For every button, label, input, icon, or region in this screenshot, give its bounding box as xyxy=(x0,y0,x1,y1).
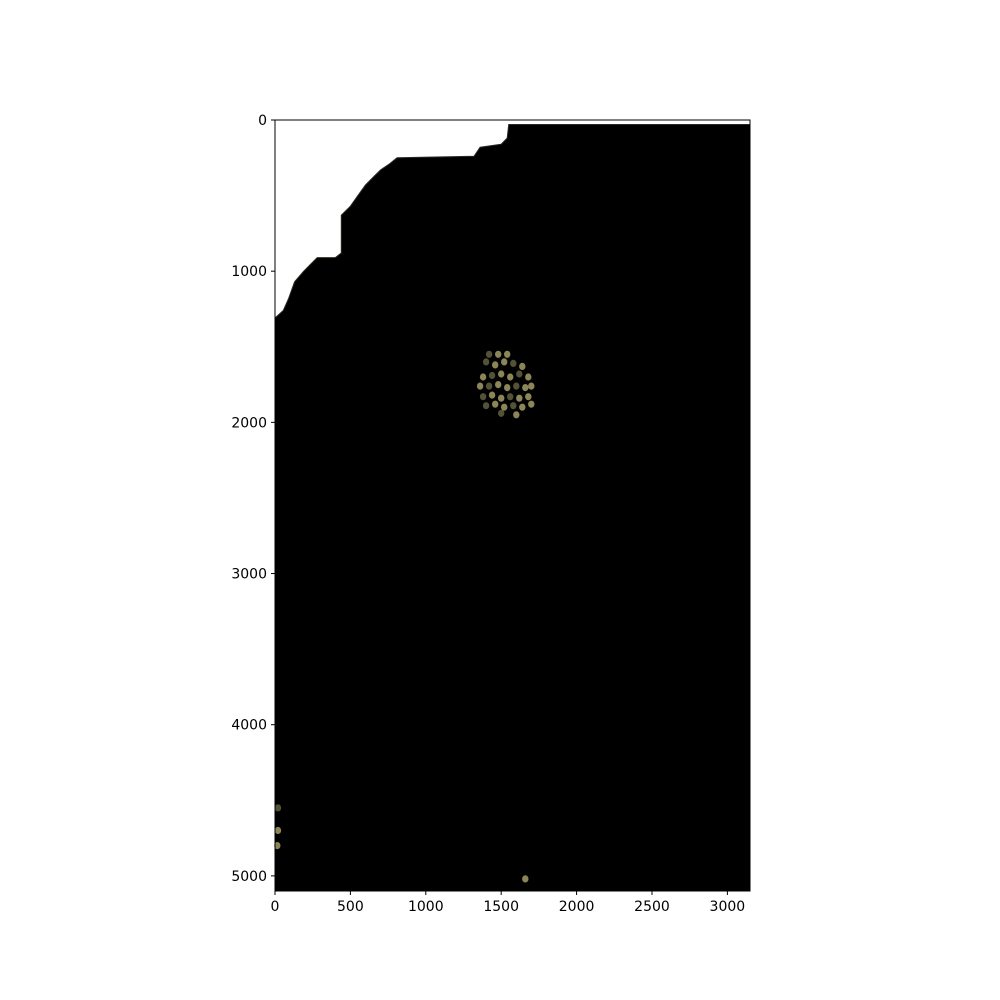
speckle-point xyxy=(482,358,490,366)
speckle-point xyxy=(488,371,496,380)
image-region xyxy=(274,124,751,892)
speckle-point xyxy=(495,381,502,389)
plot-area xyxy=(274,124,751,892)
speckle-point xyxy=(513,411,520,419)
speckle-point xyxy=(274,842,281,850)
y-tick-label: 1000 xyxy=(231,264,267,280)
speckle-point xyxy=(482,402,490,410)
y-tick-label: 4000 xyxy=(231,718,267,734)
speckle-point xyxy=(274,804,282,812)
speckle-point xyxy=(510,359,517,367)
y-tick-label: 2000 xyxy=(231,415,267,431)
speckle-point xyxy=(479,373,487,381)
speckle-point xyxy=(528,400,535,408)
speckle-point xyxy=(525,393,532,401)
speckle-point xyxy=(510,402,517,410)
x-tick-label: 0 xyxy=(271,899,280,915)
speckle-point xyxy=(476,382,484,390)
speckle-point xyxy=(479,393,487,401)
speckle-point xyxy=(519,362,526,370)
speckle-point xyxy=(501,403,508,411)
speckle-point xyxy=(519,403,526,411)
y-tick-label: 5000 xyxy=(231,869,267,885)
speckle-point xyxy=(522,875,529,883)
speckle-point xyxy=(504,384,511,392)
speckle-point xyxy=(504,350,511,358)
speckle-point xyxy=(507,393,514,401)
speckle-point xyxy=(488,391,496,399)
speckle-point xyxy=(498,409,505,417)
y-tick-label: 3000 xyxy=(231,567,267,583)
speckle-point xyxy=(525,373,532,381)
speckle-point xyxy=(507,373,514,381)
speckle-point xyxy=(495,350,502,358)
speckle-point xyxy=(498,370,505,378)
speckle-point xyxy=(492,400,499,408)
x-tick-label: 1000 xyxy=(408,899,444,915)
axes: 0 500 1000 1500 2000 2500 3000 0 1000 2000 3000 400… xyxy=(231,113,751,915)
axes-frame xyxy=(274,119,751,892)
speckle-point xyxy=(274,826,282,835)
x-tick-label: 1500 xyxy=(483,899,519,915)
x-tick-label: 2000 xyxy=(559,899,595,915)
speckle-point xyxy=(516,394,523,402)
speckle-point xyxy=(485,382,493,390)
speckle-point xyxy=(528,382,535,390)
speckle-point xyxy=(485,350,493,358)
x-tick-label: 3000 xyxy=(710,899,746,915)
speckle-point xyxy=(501,358,508,366)
x-tick-label: 500 xyxy=(337,899,364,915)
x-tick-label: 2500 xyxy=(634,899,670,915)
speckle-point xyxy=(513,382,520,390)
y-tick-label: 0 xyxy=(258,113,267,129)
speckle-point xyxy=(492,361,499,369)
speckle-point xyxy=(516,370,523,378)
speckle-point xyxy=(498,394,505,402)
speckle-point xyxy=(522,384,529,392)
